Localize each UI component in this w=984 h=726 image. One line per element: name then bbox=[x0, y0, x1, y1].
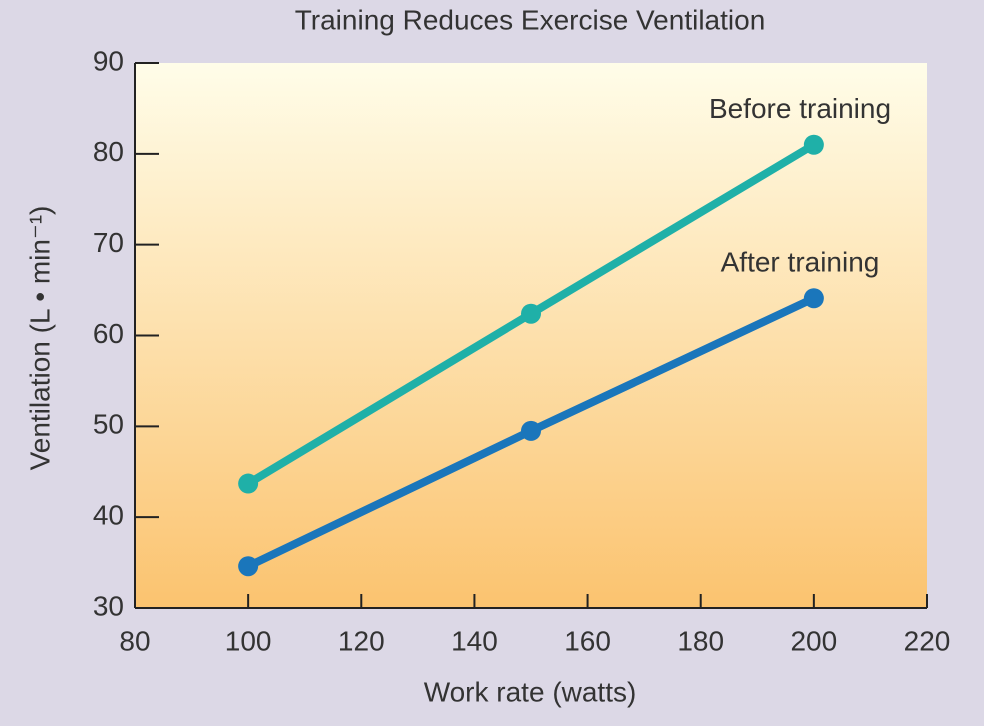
y-tick-label: 70 bbox=[93, 227, 124, 258]
x-tick-label: 140 bbox=[451, 625, 498, 656]
x-tick-label: 200 bbox=[790, 625, 837, 656]
chart-title: Training Reduces Exercise Ventilation bbox=[295, 4, 766, 35]
y-tick-label: 40 bbox=[93, 500, 124, 531]
y-tick-label: 30 bbox=[93, 590, 124, 621]
y-tick-label: 90 bbox=[93, 45, 124, 76]
x-tick-label: 120 bbox=[338, 625, 385, 656]
data-point bbox=[803, 288, 824, 309]
y-tick-label: 60 bbox=[93, 318, 124, 349]
series-label: After training bbox=[721, 247, 880, 278]
data-point bbox=[238, 556, 259, 577]
x-tick-label: 180 bbox=[677, 625, 724, 656]
data-point bbox=[803, 134, 824, 155]
x-tick-label: 220 bbox=[904, 625, 951, 656]
y-tick-label: 80 bbox=[93, 136, 124, 167]
x-tick-label: 80 bbox=[119, 625, 150, 656]
x-tick-label: 160 bbox=[564, 625, 611, 656]
data-point bbox=[521, 420, 541, 441]
y-tick-label: 50 bbox=[93, 409, 124, 440]
series-label: Before training bbox=[709, 93, 891, 124]
data-point bbox=[521, 303, 541, 324]
y-axis-label: Ventilation (L • min⁻¹) bbox=[24, 206, 55, 471]
data-point bbox=[238, 473, 259, 494]
x-tick-label: 100 bbox=[225, 625, 272, 656]
x-axis-label: Work rate (watts) bbox=[424, 676, 637, 707]
